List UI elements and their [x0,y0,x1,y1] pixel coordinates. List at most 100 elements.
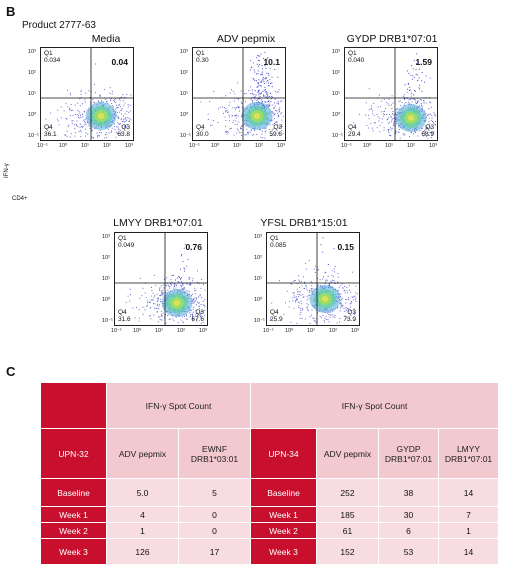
event-dot [204,299,206,301]
event-dot [173,319,175,321]
event-dot [296,298,298,300]
event-dot [253,78,255,80]
event-dot [87,133,89,135]
event-dot [419,99,421,101]
event-dot [120,118,122,120]
event-dot [334,265,336,267]
event-dot [121,109,123,111]
event-dot [130,119,132,121]
row-label: Week 1 [250,506,318,523]
event-dot [270,318,271,320]
event-dot [91,130,93,132]
event-dot [427,114,429,116]
event-dot [306,299,308,301]
event-dot [282,116,284,117]
event-dot [69,136,71,138]
row-label: Baseline [250,478,318,507]
event-dot [158,316,160,318]
event-dot [412,75,414,77]
event-dot [264,78,266,79]
event-dot [237,82,239,84]
event-dot [248,90,250,92]
event-dot [388,122,390,124]
event-dot [427,137,429,139]
event-dot [278,110,280,112]
event-dot [160,301,161,303]
event-dot [327,319,329,321]
col-header: LMYY DRB1*07:01 [438,428,500,479]
event-dot [81,113,83,115]
cell: 0 [177,522,252,539]
event-dot [244,134,246,136]
event-dot [127,117,129,119]
event-dot [259,85,261,87]
event-dot [258,89,260,91]
event-dot [433,121,434,123]
event-dot [425,126,427,128]
event-dot [159,295,161,297]
event-dot [297,301,299,303]
quadrant-q3-label: Q3 [425,124,434,131]
event-dot [255,94,257,96]
event-dot [123,118,124,120]
event-dot [266,104,268,106]
event-dot [227,131,228,133]
event-dot [299,291,301,293]
y-tick-label: 10⁻¹ [180,133,191,139]
event-dot [125,120,127,122]
event-dot [341,303,343,305]
event-dot [277,102,279,104]
event-dot [192,315,194,317]
event-dot [393,123,395,125]
event-dot [329,312,331,314]
event-dot [234,93,236,95]
event-dot [270,101,272,102]
event-dot [192,311,194,313]
event-dot [85,135,87,137]
event-dot [339,302,341,304]
event-dot [159,290,161,292]
event-dot [340,299,342,301]
event-dot [232,107,234,109]
event-dot [80,125,82,127]
event-dot [94,102,96,104]
event-dot [202,304,204,306]
event-dot [390,129,392,131]
event-dot [269,124,271,126]
event-dot [429,113,431,115]
event-dot [68,124,70,126]
event-dot [424,81,425,83]
event-dot [266,96,268,98]
event-dot [275,110,276,111]
event-dot [129,104,131,106]
cell: 53 [378,538,440,565]
event-dot [325,279,327,281]
event-dot [197,270,198,272]
event-dot [293,280,295,282]
event-dot [311,309,313,311]
event-dot [410,92,412,94]
event-dot [325,319,327,320]
event-dot [404,98,405,100]
event-dot [401,101,403,103]
event-dot [194,293,196,295]
table-row: Week 2 1 0 Week 2 61 6 1 [40,522,500,539]
event-dot [198,306,200,308]
event-dot [172,274,174,276]
event-dot [310,290,312,292]
event-dot [199,316,201,318]
event-dot [82,119,84,121]
event-dot [318,284,319,286]
y-tick-label: 10⁰ [102,297,111,303]
event-dot [125,117,127,118]
event-dot [420,103,422,105]
event-dot [84,120,85,122]
group-header-right: IFN-γ Spot Count [250,382,500,429]
event-dot [263,94,265,96]
event-dot [308,304,309,306]
event-dot [178,276,180,277]
event-dot [368,109,370,111]
event-dot [306,306,308,308]
event-dot [259,96,261,98]
event-dot [417,135,419,137]
